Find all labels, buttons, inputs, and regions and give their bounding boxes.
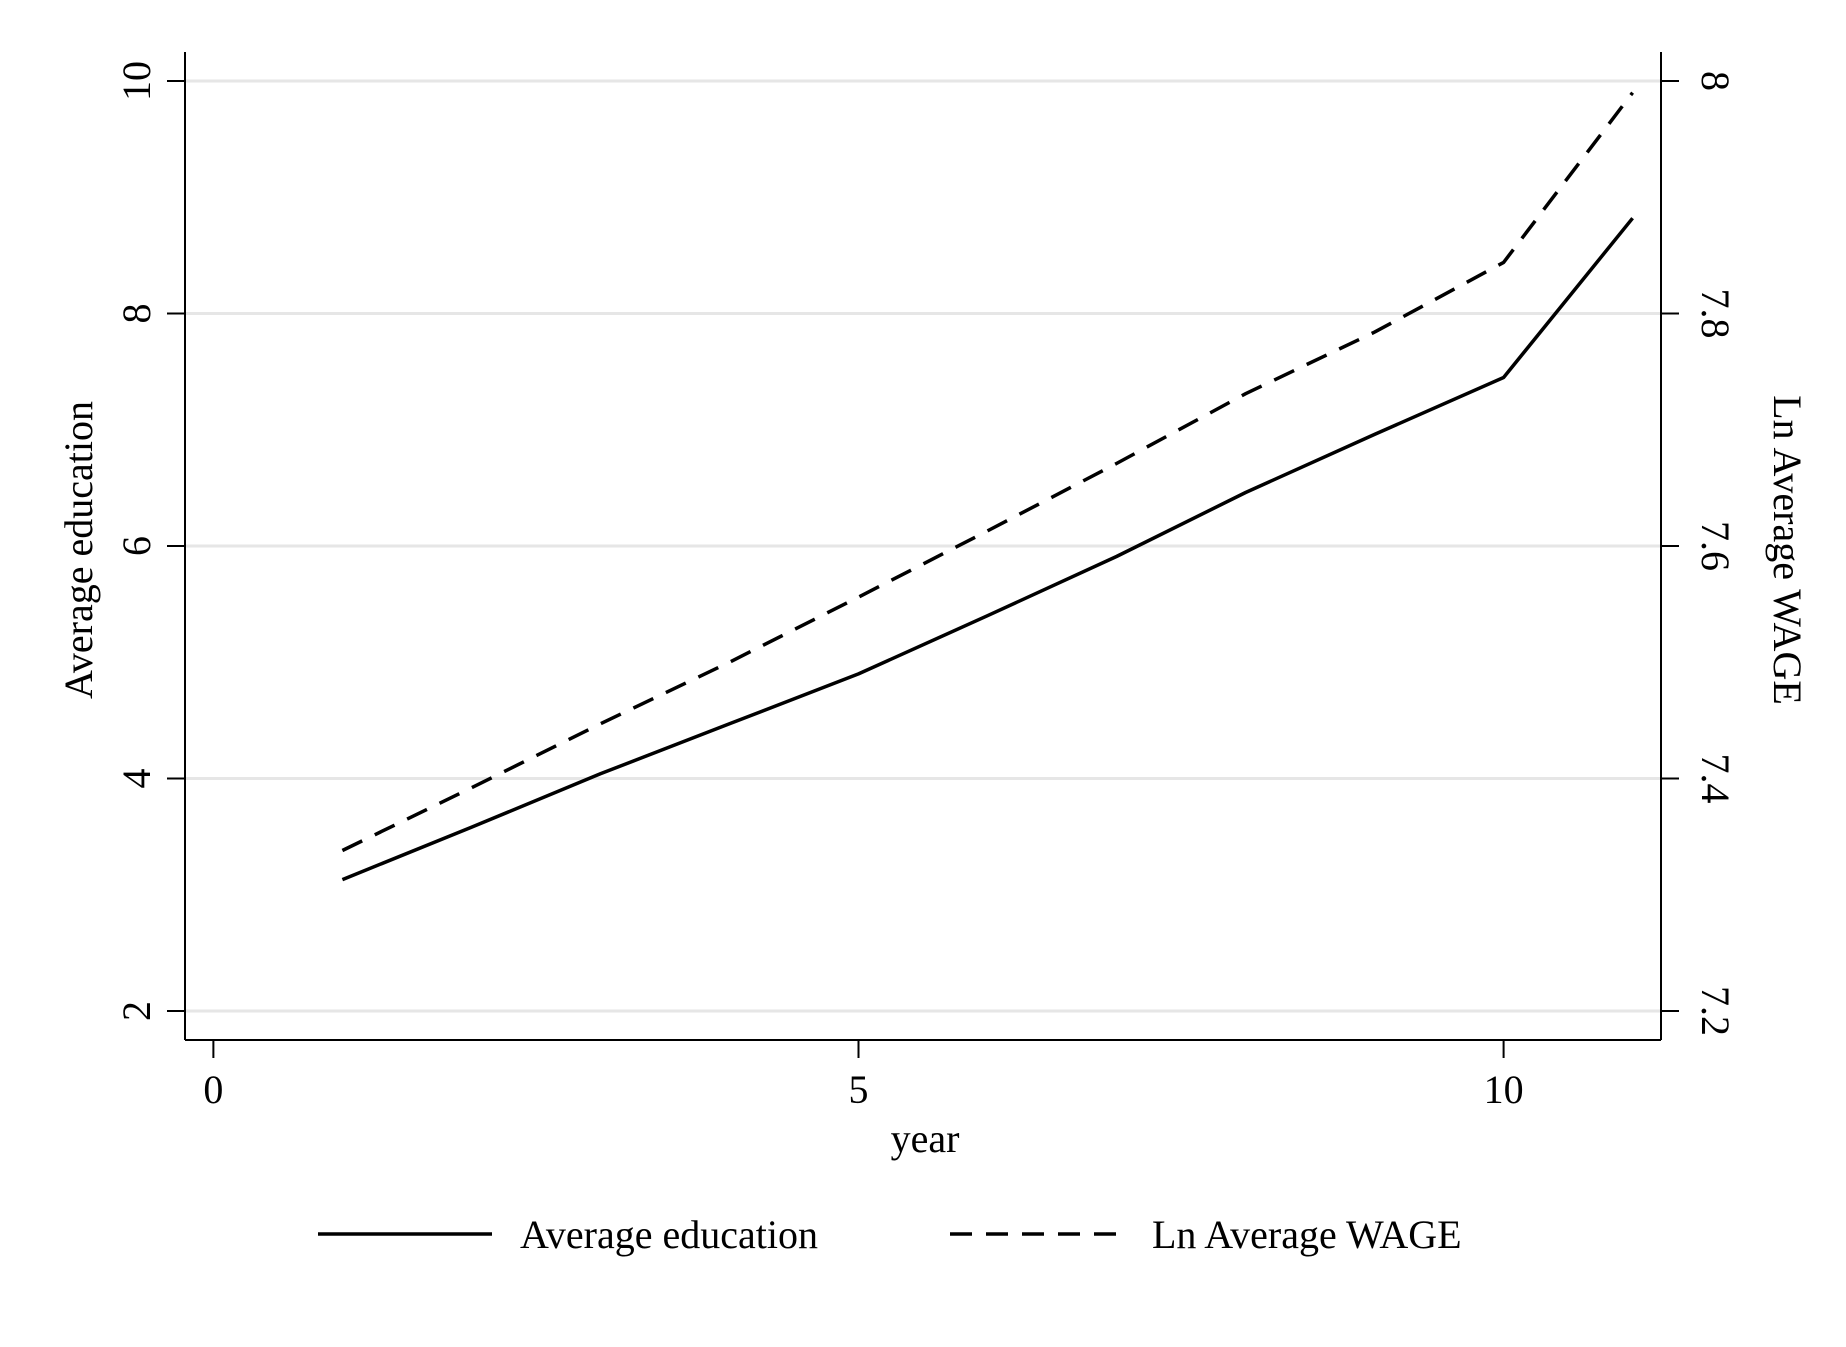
- y-right-tick-label-7.8: 7.8: [1693, 289, 1738, 339]
- y-left-tick-label-6: 6: [114, 536, 159, 556]
- y-left-tick-label-4: 4: [114, 768, 159, 788]
- series-layer: [341, 91, 1634, 882]
- y-axis-left-label: Average education: [56, 401, 101, 699]
- y-left-tick-label-2: 2: [114, 1001, 159, 1021]
- series-line-1: [341, 91, 1634, 853]
- y-left-tick-label-10: 10: [114, 61, 159, 101]
- legend: Average education Ln Average WAGE: [318, 1212, 1462, 1257]
- y-right-tick-label-7.2: 7.2: [1693, 986, 1738, 1036]
- x-tick-label-10: 10: [1484, 1067, 1524, 1112]
- y-right-tick-label-7.6: 7.6: [1693, 521, 1738, 571]
- labels: year Average education Ln Average WAGE: [56, 395, 1810, 1161]
- y-axis-right-label: Ln Average WAGE: [1765, 395, 1810, 705]
- x-axis-label: year: [891, 1116, 960, 1161]
- x-tick-label-5: 5: [848, 1067, 868, 1112]
- axes: 0 5 10 2 4 6 8 10 7.2 7.4 7.6 7.8 8: [114, 52, 1738, 1112]
- series-line-0: [341, 217, 1634, 882]
- grid: [185, 79, 1661, 1013]
- y-left-tick-label-8: 8: [114, 304, 159, 324]
- legend-label-ln-average-wage: Ln Average WAGE: [1152, 1212, 1462, 1257]
- y-right-tick-label-8: 8: [1693, 71, 1738, 91]
- y-right-tick-label-7.4: 7.4: [1693, 753, 1738, 803]
- legend-label-average-education: Average education: [520, 1212, 818, 1257]
- x-tick-label-0: 0: [203, 1067, 223, 1112]
